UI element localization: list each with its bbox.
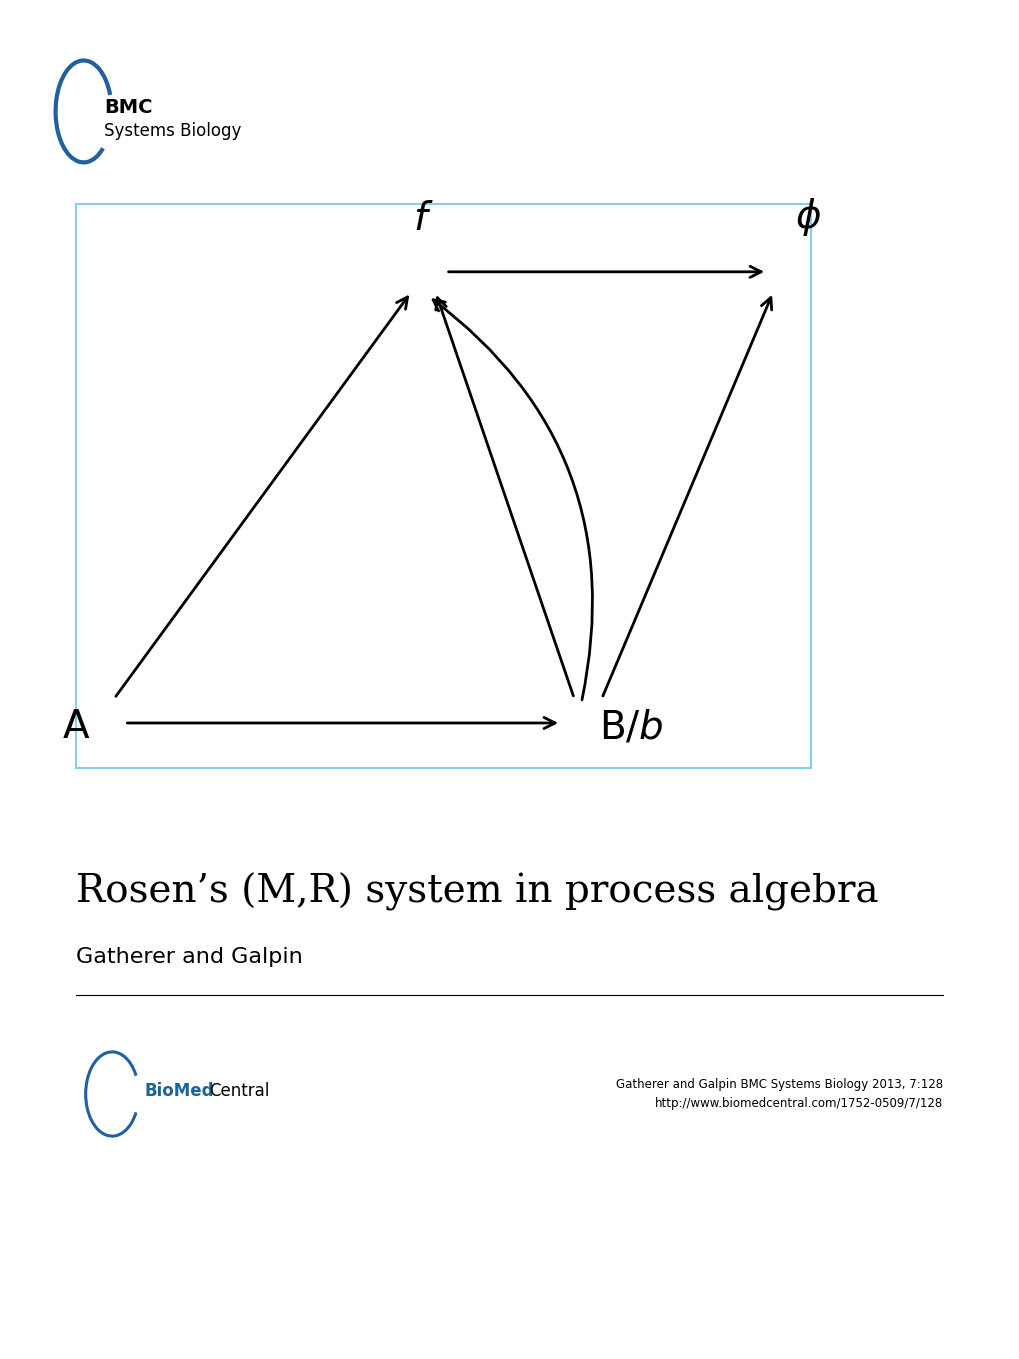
Text: Gatherer and Galpin: Gatherer and Galpin [76,947,303,968]
Text: BMC: BMC [104,98,153,117]
Text: Gatherer and Galpin BMC Systems Biology 2013, 7:128
http://www.biomedcentral.com: Gatherer and Galpin BMC Systems Biology … [615,1078,943,1110]
Text: Central: Central [209,1082,269,1101]
Text: B/$b$: B/$b$ [598,708,662,746]
Text: $\phi$: $\phi$ [794,196,820,238]
Bar [76,204,810,768]
Text: A: A [63,708,90,746]
Text: Rosen’s (M,R) system in process algebra: Rosen’s (M,R) system in process algebra [76,872,878,911]
Text: $f$: $f$ [413,200,433,238]
Text: Systems Biology: Systems Biology [104,122,242,140]
Text: BioMed: BioMed [145,1082,214,1101]
